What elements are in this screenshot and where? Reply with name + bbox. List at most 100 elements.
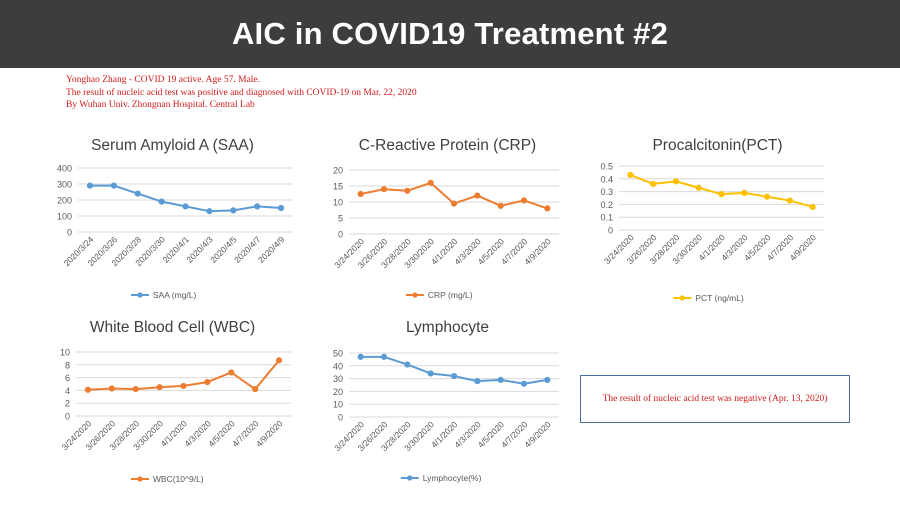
data-point (228, 369, 235, 376)
y-tick-label: 0 (608, 226, 613, 236)
data-point (627, 171, 634, 179)
data-point (275, 357, 283, 364)
legend-label: WBC(10^9/L) (153, 474, 204, 484)
data-point (786, 197, 793, 204)
result-note: The result of nucleic acid test was nega… (580, 375, 850, 423)
x-tick-label: 4/9/2020 (522, 236, 553, 267)
data-point (134, 190, 141, 197)
data-point (156, 384, 163, 391)
data-point (741, 189, 748, 196)
data-point (497, 376, 504, 383)
result-note-text: The result of nucleic acid test was nega… (602, 394, 828, 404)
data-point (450, 200, 458, 207)
legend-marker (137, 476, 143, 482)
data-point (718, 191, 725, 198)
chart-crp: C-Reactive Protein (CRP)051015203/24/202… (332, 137, 559, 300)
data-point (254, 203, 261, 210)
data-point (380, 353, 388, 360)
data-point (650, 180, 657, 188)
series-line (630, 174, 813, 208)
y-tick-label: 15 (333, 182, 343, 192)
data-point (520, 197, 528, 204)
y-tick-label: 20 (333, 387, 343, 397)
y-tick-label: 300 (57, 180, 72, 190)
y-tick-label: 10 (333, 400, 343, 410)
patient-info: Yonghao Zhang - COVID 19 active. Age 57.… (66, 74, 566, 112)
legend-marker (412, 292, 418, 298)
data-point (497, 202, 504, 209)
chart-pct: Procalcitonin(PCT)00.10.20.30.40.53/24/2… (600, 137, 824, 303)
data-point (474, 378, 481, 385)
y-tick-label: 0 (338, 230, 343, 240)
series-line (360, 355, 548, 385)
data-point (809, 203, 816, 211)
chart-lym: Lymphocyte010203040503/24/20203/26/20203… (332, 319, 559, 483)
legend-label: Lymphocyte(%) (423, 473, 482, 483)
chart-saa: Serum Amyloid A (SAA)01002003004002020/3… (57, 137, 293, 300)
data-point (110, 182, 117, 189)
data-point (182, 203, 189, 210)
x-tick-label: 4/9/2020 (522, 419, 553, 450)
page-title: AIC in COVID19 Treatment #2 (231, 16, 669, 51)
data-point (180, 382, 187, 390)
data-point (357, 353, 364, 360)
y-tick-label: 20 (333, 166, 343, 176)
legend-label: SAA (mg/L) (153, 290, 197, 300)
y-tick-label: 6 (65, 373, 70, 383)
data-point (252, 386, 259, 393)
x-tick-label: 2020/4/9 (256, 234, 287, 265)
patient-info-line: The result of nucleic acid test was posi… (66, 87, 417, 98)
data-point (132, 386, 139, 393)
data-point (84, 386, 92, 393)
chart-title: Lymphocyte (406, 319, 489, 336)
data-point (357, 190, 364, 198)
y-tick-label: 400 (57, 164, 72, 174)
data-point (672, 178, 680, 185)
y-tick-label: 2 (65, 399, 70, 409)
y-tick-label: 200 (57, 196, 72, 206)
chart-title: Procalcitonin(PCT) (652, 137, 782, 154)
y-tick-label: 10 (333, 198, 343, 208)
data-point (158, 198, 165, 205)
legend-marker (679, 295, 685, 301)
legend-label: CRP (mg/L) (428, 290, 473, 300)
y-tick-label: 50 (333, 349, 343, 359)
data-point (380, 186, 388, 193)
data-point (544, 205, 551, 212)
y-tick-label: 0.4 (600, 174, 613, 184)
data-point (450, 372, 458, 380)
legend-marker (137, 292, 143, 298)
data-point (204, 378, 211, 386)
data-point (404, 361, 411, 368)
y-tick-label: 0 (338, 413, 343, 423)
data-point (206, 208, 213, 215)
data-point (86, 182, 94, 189)
data-point (277, 204, 285, 212)
legend-marker (407, 475, 413, 481)
data-point (695, 184, 702, 191)
y-tick-label: 0 (65, 412, 70, 422)
data-point (474, 192, 481, 199)
data-point (763, 193, 771, 200)
y-tick-label: 30 (333, 374, 343, 384)
y-tick-label: 0 (67, 228, 72, 238)
data-point (520, 380, 528, 387)
patient-info-line: Yonghao Zhang - COVID 19 active. Age 57.… (66, 75, 261, 85)
data-point (427, 179, 434, 186)
chart-title: C-Reactive Protein (CRP) (359, 137, 536, 154)
y-tick-label: 4 (65, 386, 70, 396)
data-point (544, 376, 551, 383)
y-tick-label: 0.1 (600, 213, 613, 223)
y-tick-label: 10 (60, 348, 70, 358)
y-tick-label: 0.5 (600, 162, 613, 172)
patient-info-line: By Wuhan Univ. Zhongnan Hospital. Centra… (66, 100, 255, 110)
x-tick-label: 4/9/2020 (254, 418, 285, 449)
data-point (404, 187, 411, 194)
y-tick-label: 5 (338, 214, 343, 224)
title-bar: AIC in COVID19 Treatment #2 (0, 0, 900, 68)
data-point (427, 370, 434, 377)
y-tick-label: 0.3 (600, 187, 613, 197)
y-tick-label: 0.2 (600, 200, 613, 210)
y-tick-label: 40 (333, 361, 343, 371)
y-tick-label: 100 (57, 212, 72, 222)
